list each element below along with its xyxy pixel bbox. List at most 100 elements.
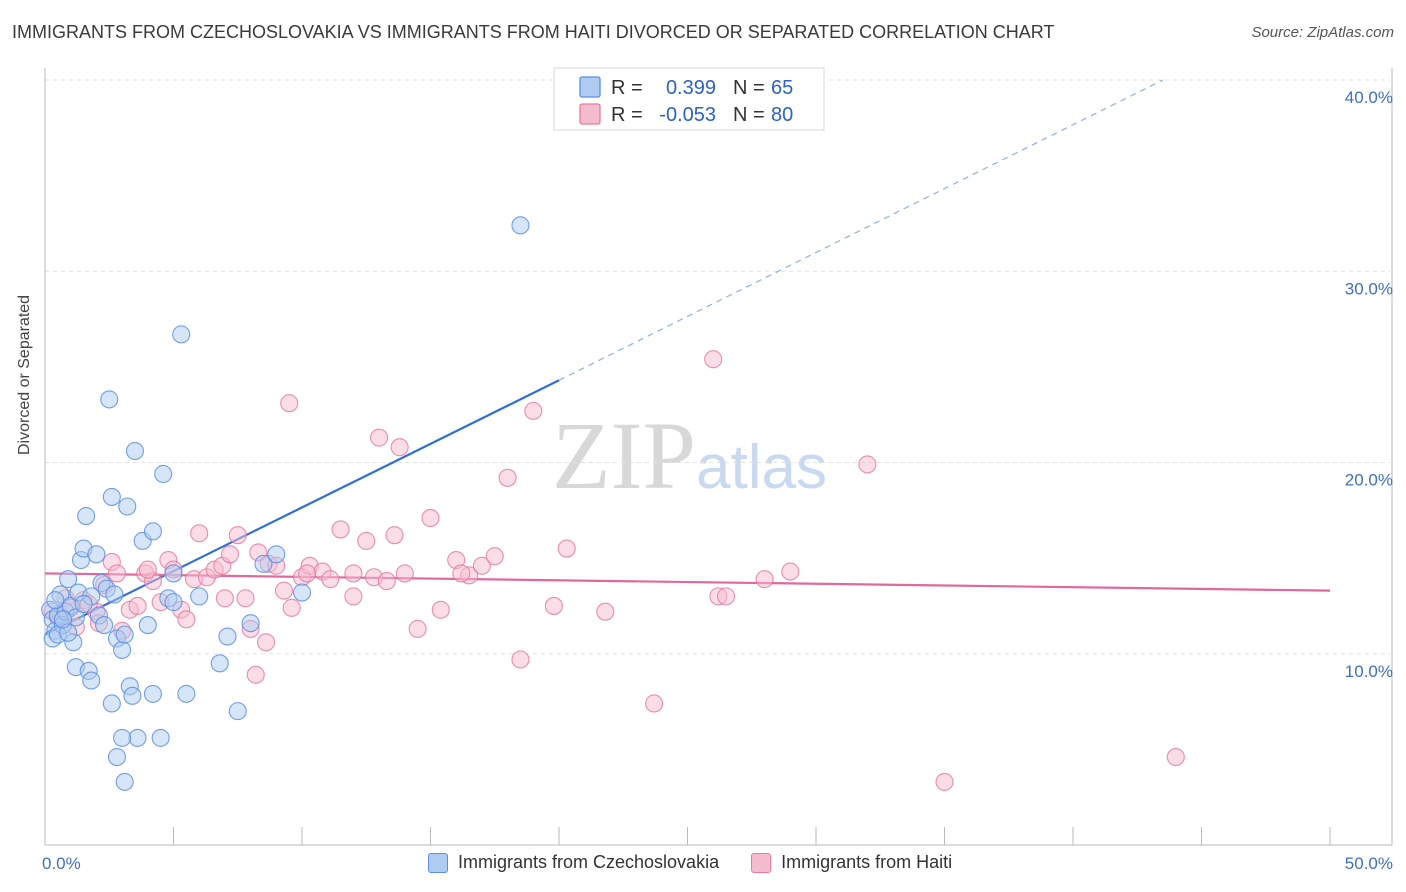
point-haiti	[858, 455, 877, 474]
stats-r-label-czechoslovakia: R =	[611, 77, 643, 99]
point-haiti	[935, 772, 954, 791]
point-czechoslovakia	[267, 545, 286, 564]
point-haiti	[1166, 747, 1185, 767]
point-haiti	[704, 350, 723, 369]
point-haiti	[128, 596, 147, 615]
point-haiti	[544, 596, 563, 615]
point-haiti	[421, 508, 440, 528]
point-czechoslovakia	[228, 702, 247, 721]
bottom-legend: Immigrants from Czechoslovakia Immigrant…	[428, 852, 984, 873]
point-haiti	[280, 394, 299, 413]
point-haiti	[236, 589, 255, 608]
point-haiti	[452, 564, 471, 583]
stats-r-label-haiti: R =	[611, 104, 643, 126]
point-czechoslovakia	[241, 614, 260, 633]
point-haiti	[498, 468, 517, 487]
point-haiti	[107, 564, 127, 583]
point-haiti	[331, 520, 350, 539]
y-tick-label: 20.0%	[1345, 471, 1393, 490]
trend-extension-czechoslovakia	[558, 79, 1164, 381]
point-czechoslovakia	[77, 506, 96, 526]
point-haiti	[344, 587, 363, 606]
point-czechoslovakia	[118, 497, 137, 516]
point-czechoslovakia	[292, 583, 312, 602]
source-label: Source: ZipAtlas.com	[1251, 24, 1394, 41]
point-czechoslovakia	[102, 694, 121, 713]
point-haiti	[472, 556, 491, 575]
x-tick-label-min: 0.0%	[42, 854, 81, 873]
point-haiti	[256, 633, 276, 652]
point-haiti	[596, 602, 615, 621]
legend-label-haiti: Immigrants from Haiti	[781, 852, 953, 872]
point-haiti	[246, 665, 265, 684]
point-czechoslovakia	[210, 654, 229, 673]
trend-line-haiti	[44, 572, 1331, 592]
point-haiti	[755, 570, 774, 589]
point-czechoslovakia	[190, 587, 209, 606]
point-haiti	[215, 589, 234, 608]
legend-item-czechoslovakia: Immigrants from Czechoslovakia	[428, 852, 719, 873]
point-czechoslovakia	[123, 686, 142, 705]
point-czechoslovakia	[102, 487, 121, 506]
stats-n-value-haiti: 80	[771, 104, 793, 126]
point-haiti	[431, 600, 450, 619]
point-czechoslovakia	[254, 554, 273, 573]
point-haiti	[370, 428, 389, 447]
point-haiti	[138, 560, 157, 579]
point-haiti	[344, 564, 363, 583]
point-haiti	[485, 547, 504, 566]
point-czechoslovakia	[218, 627, 237, 646]
watermark: ZIPatlas	[552, 400, 827, 511]
point-czechoslovakia	[113, 640, 132, 659]
point-czechoslovakia	[143, 684, 162, 703]
y-axis-label: Divorced or Separated	[16, 294, 33, 455]
point-czechoslovakia	[125, 441, 144, 461]
point-haiti	[408, 619, 427, 638]
watermark-atlas: atlas	[696, 433, 827, 502]
point-haiti	[274, 581, 294, 600]
point-czechoslovakia	[177, 684, 196, 703]
legend-swatch-haiti	[751, 852, 772, 873]
legend-item-haiti: Immigrants from Haiti	[751, 852, 952, 873]
point-czechoslovakia	[95, 616, 114, 635]
point-czechoslovakia	[511, 216, 530, 235]
tick-labels: 10.0% 20.0% 30.0% 40.0% 0.0% 50.0%	[42, 88, 1393, 873]
stats-swatch-haiti	[579, 103, 601, 125]
point-haiti	[377, 572, 396, 591]
trend-line-czechoslovakia	[44, 379, 560, 636]
stats-swatch-czechoslovakia	[579, 76, 601, 98]
point-haiti	[190, 524, 209, 543]
point-haiti	[177, 610, 196, 629]
stats-legend: R = 0.399 N = 65 R = -0.053 N = 80	[553, 67, 825, 131]
legend-swatch-czechoslovakia	[428, 852, 448, 873]
point-czechoslovakia	[172, 325, 191, 344]
point-czechoslovakia	[164, 593, 183, 612]
point-haiti	[385, 526, 404, 545]
point-haiti	[645, 694, 664, 713]
point-haiti	[716, 587, 736, 606]
point-haiti	[282, 598, 301, 617]
data-points	[41, 216, 1185, 791]
point-haiti	[390, 438, 409, 457]
point-haiti	[298, 564, 317, 583]
stats-n-label-czechoslovakia: N =	[733, 77, 765, 99]
stats-r-value-haiti: -0.053	[659, 104, 716, 126]
point-czechoslovakia	[82, 671, 101, 690]
trend-lines	[44, 79, 1331, 636]
point-czechoslovakia	[105, 585, 124, 604]
point-haiti	[511, 650, 530, 669]
y-tick-label: 10.0%	[1345, 662, 1393, 681]
stats-n-value-czechoslovakia: 65	[771, 77, 793, 99]
point-czechoslovakia	[143, 522, 162, 541]
point-czechoslovakia	[115, 772, 134, 791]
point-haiti	[395, 564, 414, 583]
point-czechoslovakia	[74, 594, 93, 614]
point-czechoslovakia	[46, 591, 65, 610]
point-czechoslovakia	[154, 464, 173, 484]
point-haiti	[228, 526, 247, 545]
y-tick-label: 40.0%	[1345, 88, 1393, 107]
point-czechoslovakia	[164, 564, 183, 583]
chart-title: IMMIGRANTS FROM CZECHOSLOVAKIA VS IMMIGR…	[12, 22, 1055, 42]
point-haiti	[557, 539, 576, 558]
